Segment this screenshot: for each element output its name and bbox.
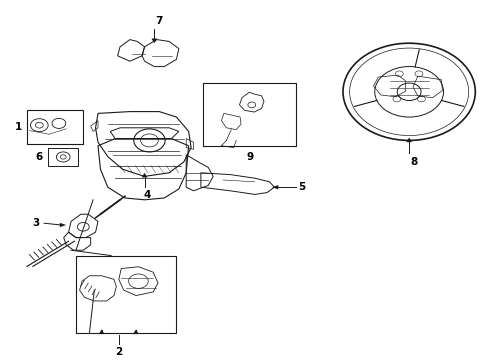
Text: 1: 1 <box>15 122 22 132</box>
Text: 2: 2 <box>115 347 122 357</box>
Polygon shape <box>151 39 157 43</box>
Polygon shape <box>133 329 139 334</box>
Bar <box>203 83 296 146</box>
Bar <box>76 256 176 333</box>
Text: 8: 8 <box>411 157 417 167</box>
Polygon shape <box>142 173 147 177</box>
Text: 3: 3 <box>32 218 39 228</box>
Polygon shape <box>99 329 105 334</box>
Text: 7: 7 <box>155 16 163 26</box>
Text: 4: 4 <box>143 190 151 200</box>
Polygon shape <box>60 223 66 227</box>
Bar <box>27 110 83 144</box>
Polygon shape <box>272 185 278 189</box>
Bar <box>48 148 78 166</box>
Text: 9: 9 <box>246 152 253 162</box>
Text: 6: 6 <box>36 152 43 162</box>
Text: 5: 5 <box>298 182 305 192</box>
Polygon shape <box>406 138 412 142</box>
